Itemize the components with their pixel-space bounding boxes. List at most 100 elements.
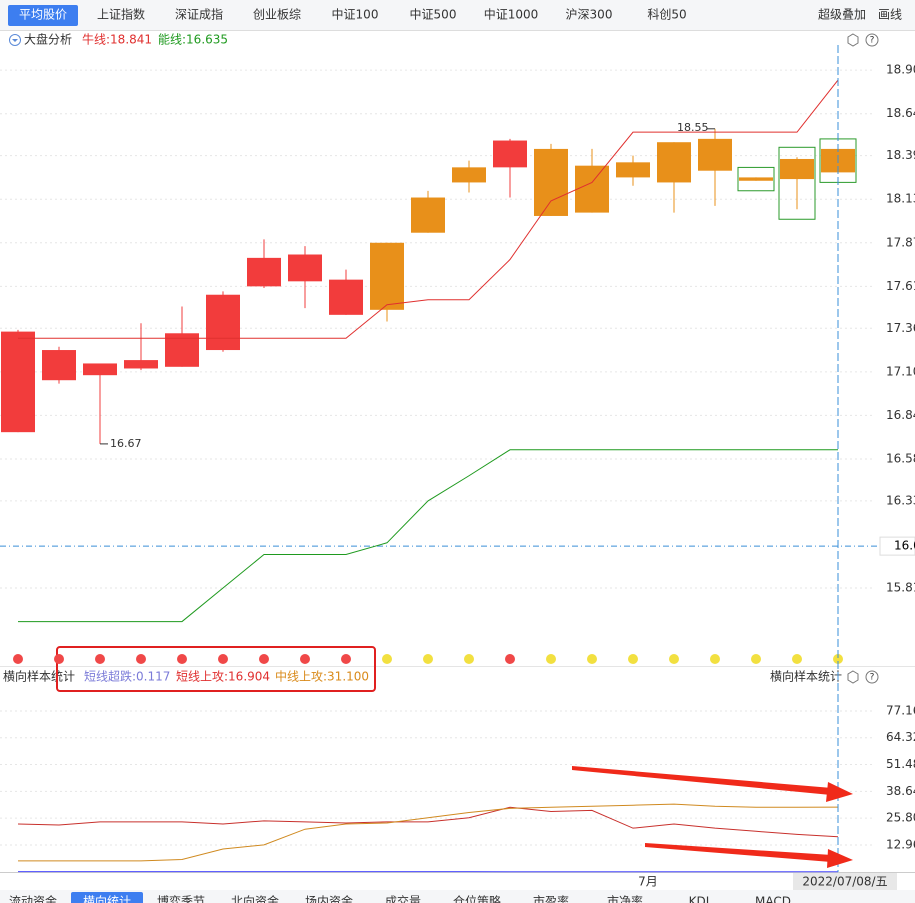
highlight-box bbox=[737, 166, 775, 192]
tab[interactable]: 深证成指 bbox=[175, 7, 223, 22]
legend-entry: 短线上攻:16.904 bbox=[176, 670, 270, 684]
signal-dot bbox=[669, 654, 679, 664]
tab[interactable]: MACD bbox=[755, 895, 791, 903]
candle-body bbox=[124, 360, 158, 369]
candle-body bbox=[698, 138, 732, 171]
candle-body bbox=[616, 162, 650, 178]
reference-label-bg bbox=[879, 536, 915, 556]
tab[interactable]: 横向统计 bbox=[83, 894, 131, 903]
y-tick-label: 16.58 bbox=[886, 451, 915, 465]
y-tick-label: 17.61 bbox=[886, 279, 915, 293]
value-label: 16.67 bbox=[110, 437, 142, 450]
candle-body bbox=[1, 331, 35, 433]
tab[interactable]: 中证1000 bbox=[484, 7, 539, 22]
settings-icon[interactable] bbox=[847, 33, 859, 47]
signal-dot bbox=[218, 654, 228, 664]
legend-entry: 中线上攻:31.100 bbox=[275, 669, 369, 684]
tab[interactable]: 平均股价 bbox=[19, 8, 67, 22]
signal-dot bbox=[546, 654, 556, 664]
highlight-box bbox=[56, 646, 376, 692]
legend-entry: 短线超跌:0.117 bbox=[84, 669, 170, 684]
panel-title: 横向样本统计 bbox=[3, 669, 75, 684]
tab[interactable]: 中证100 bbox=[332, 7, 379, 22]
candle-body bbox=[83, 363, 117, 376]
y-tick-label: 16.84 bbox=[886, 408, 915, 422]
y-tick-label: 18.39 bbox=[886, 148, 915, 162]
help-mark: ? bbox=[870, 36, 875, 46]
candle-body bbox=[575, 165, 609, 213]
y-tick-label: 16.33 bbox=[886, 493, 915, 507]
candle-body bbox=[780, 158, 814, 180]
tab[interactable]: KDJ bbox=[689, 895, 710, 903]
signal-dot bbox=[833, 654, 843, 664]
x-tick-label: 7月 bbox=[638, 875, 658, 889]
tool-button[interactable]: 画线 bbox=[878, 8, 902, 22]
tab[interactable]: 上证指数 bbox=[97, 7, 145, 22]
tab[interactable]: 沪深300 bbox=[566, 8, 613, 22]
candle-body bbox=[534, 148, 568, 216]
settings-icon[interactable] bbox=[847, 670, 859, 684]
reference-label: 16.0 bbox=[894, 539, 915, 553]
signal-dot bbox=[259, 654, 269, 664]
signal-dot bbox=[300, 654, 310, 664]
candle-body bbox=[370, 242, 404, 310]
series-line bbox=[18, 79, 839, 339]
top-bar bbox=[0, 0, 915, 30]
signal-dot bbox=[464, 654, 474, 664]
signal-dot bbox=[136, 654, 146, 664]
y-tick-label: 64.32 bbox=[886, 730, 915, 744]
signal-dot bbox=[710, 654, 720, 664]
y-tick-label: 17.10 bbox=[886, 364, 915, 378]
bottom-bar bbox=[0, 890, 915, 903]
candle-body bbox=[411, 197, 445, 233]
plots: 18.90 18.64 18.39 18.13 17.87 17.61 17.36 17.10… bbox=[0, 45, 915, 890]
tab[interactable]: 创业板综 bbox=[253, 8, 301, 22]
tab[interactable]: 仓位策略 bbox=[453, 894, 501, 903]
collapse-arrow bbox=[12, 39, 18, 42]
help-icon[interactable] bbox=[865, 670, 879, 684]
y-tick-label: 17.87 bbox=[886, 235, 915, 249]
tab-active-bg bbox=[71, 892, 143, 903]
tab[interactable]: 市净率 bbox=[607, 894, 643, 903]
tab[interactable]: 流动资金 bbox=[9, 894, 57, 903]
y-tick-label: 38.64 bbox=[886, 784, 915, 798]
tab-active-bg bbox=[8, 5, 78, 26]
y-tick-label: 77.16 bbox=[886, 703, 915, 717]
series-line bbox=[18, 449, 838, 623]
help-mark: ? bbox=[870, 673, 875, 683]
y-tick-label: 25.80 bbox=[886, 811, 915, 825]
y-tick-label: 12.96 bbox=[886, 837, 915, 851]
candle-body bbox=[493, 140, 527, 168]
candle-body bbox=[206, 294, 240, 351]
candle-body bbox=[739, 177, 773, 181]
signal-dot bbox=[13, 654, 23, 664]
signal-dot bbox=[177, 654, 187, 664]
y-tick-label: 51.48 bbox=[886, 757, 915, 771]
series-line bbox=[17, 806, 839, 838]
signal-dot bbox=[382, 654, 392, 664]
tab[interactable]: 市盈率 bbox=[533, 894, 569, 903]
tab[interactable]: 中证500 bbox=[410, 7, 457, 22]
candle-body bbox=[288, 254, 322, 282]
tab[interactable]: 成交量 bbox=[385, 894, 421, 903]
tab[interactable]: 科创50 bbox=[647, 8, 686, 22]
candle-body bbox=[165, 333, 199, 367]
candle-body bbox=[452, 167, 486, 183]
tab[interactable]: 博弈季节 bbox=[157, 894, 205, 903]
bottom-tabs: 流动资金 横向统计 博弈季节 北向资金 场内资金 成交量 仓位策略 市盈率 市净率 KDJ MACD bbox=[9, 892, 791, 903]
tool-button[interactable]: 超级叠加 bbox=[818, 7, 866, 22]
tab[interactable]: 北向资金 bbox=[231, 894, 279, 903]
y-tick-label: 17.36 bbox=[886, 321, 915, 335]
annotation-arrow bbox=[572, 766, 853, 868]
y-tick-label: 18.64 bbox=[886, 106, 915, 120]
signal-dot bbox=[423, 654, 433, 664]
tab[interactable]: 场内资金 bbox=[305, 894, 353, 903]
signal-dot bbox=[587, 654, 597, 664]
y-tick-label: 18.90 bbox=[886, 63, 915, 77]
help-icon[interactable] bbox=[865, 33, 879, 47]
collapse-icon[interactable] bbox=[9, 34, 21, 46]
panel-title: 大盘分析 bbox=[24, 32, 72, 47]
series-line bbox=[18, 803, 839, 862]
y-tick-label: 15.81 bbox=[886, 581, 915, 595]
